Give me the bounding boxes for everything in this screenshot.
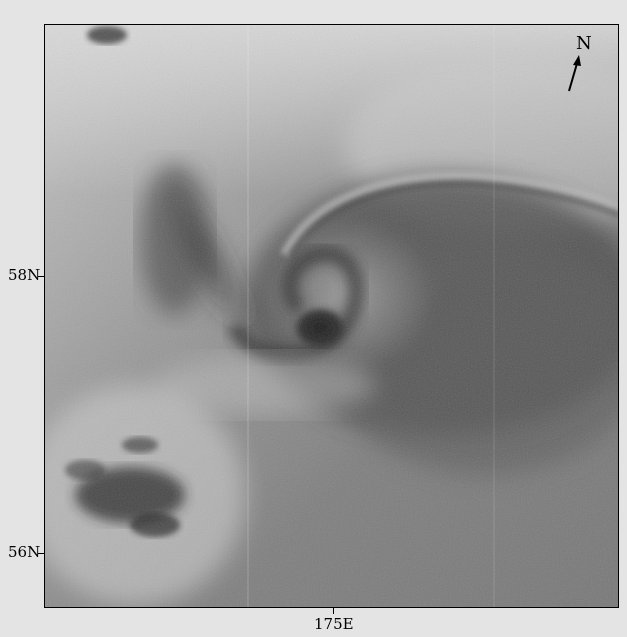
latitude-label-58n: 58N [8, 266, 41, 284]
lat-tick-56n [38, 553, 44, 554]
lat-tick-58n [38, 276, 44, 277]
latitude-label-56n: 56N [8, 543, 41, 561]
lon-tick-175e [333, 608, 334, 614]
longitude-label-175e: 175E [314, 615, 354, 633]
satellite-image [44, 24, 619, 608]
north-arrow-icon [568, 55, 581, 92]
north-arrow-label: N [576, 33, 592, 54]
